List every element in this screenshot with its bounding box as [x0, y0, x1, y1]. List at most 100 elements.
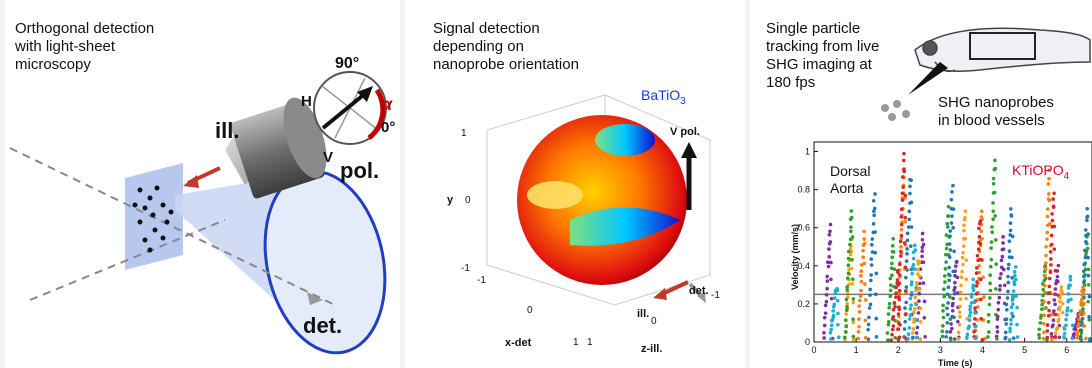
- dorsal-label-line1: Dorsal: [830, 163, 870, 179]
- data-point: [1015, 335, 1020, 339]
- data-point: [921, 242, 926, 247]
- data-point: [949, 197, 954, 202]
- y-axis-label: Velocity (mm/s): [790, 224, 800, 290]
- data-point: [1041, 287, 1045, 292]
- data-point: [975, 253, 980, 258]
- data-point: [900, 198, 905, 202]
- data-point: [835, 298, 840, 303]
- data-point: [962, 228, 966, 233]
- data-point: [873, 192, 877, 196]
- data-point: [958, 297, 963, 301]
- data-point: [1061, 301, 1065, 306]
- data-point: [891, 324, 896, 328]
- data-point: [1060, 290, 1064, 295]
- data-point: [945, 312, 950, 317]
- data-point: [859, 269, 864, 274]
- data-point: [845, 287, 849, 292]
- data-point: [848, 252, 853, 257]
- data-point: [988, 288, 993, 293]
- data-point: [1006, 289, 1010, 294]
- data-point: [849, 266, 854, 271]
- data-point: [835, 288, 840, 292]
- data-point: [909, 290, 914, 295]
- data-point: [1062, 331, 1067, 336]
- alpha-label: α: [381, 94, 393, 114]
- data-point: [1087, 294, 1092, 299]
- data-point: [1013, 273, 1017, 278]
- data-point: [845, 305, 849, 309]
- data-point: [907, 209, 912, 214]
- data-point: [903, 219, 908, 224]
- data-point: [1047, 276, 1052, 281]
- data-point: [890, 273, 894, 278]
- data-point: [898, 323, 902, 327]
- data-point: [871, 222, 876, 226]
- data-point: [873, 230, 877, 234]
- panel-tracking: Single particle tracking from live SHG i…: [750, 0, 1092, 368]
- data-point: [1085, 218, 1089, 223]
- data-point: [946, 204, 951, 209]
- data-point: [831, 313, 836, 318]
- data-point: [912, 320, 916, 324]
- data-point: [990, 225, 994, 229]
- data-point: [1048, 249, 1053, 254]
- data-point: [863, 282, 867, 286]
- data-point: [921, 260, 926, 265]
- data-point: [949, 221, 954, 225]
- ill-label: ill.: [637, 308, 649, 320]
- data-point: [1058, 305, 1062, 309]
- data-point: [851, 317, 855, 322]
- y-tick-m1: -1: [461, 263, 470, 274]
- data-point: [1051, 197, 1055, 201]
- data-point: [914, 318, 919, 322]
- data-point: [887, 302, 892, 306]
- data-point: [979, 209, 984, 214]
- data-point: [891, 307, 896, 312]
- data-point: [851, 300, 856, 305]
- data-point: [850, 281, 855, 286]
- data-point: [904, 300, 909, 305]
- sphere-plot: 1 0 -1 y -1 0 1 x-det 1 0 -1 z-ill. BaTi…: [447, 87, 720, 355]
- ill-label: ill.: [215, 118, 239, 143]
- data-point: [824, 292, 829, 297]
- data-point: [991, 181, 996, 186]
- data-point: [945, 292, 950, 297]
- data-point: [903, 306, 907, 310]
- data-point: [1010, 276, 1015, 280]
- data-point: [1042, 290, 1047, 295]
- data-point: [919, 320, 923, 324]
- data-point: [1049, 257, 1053, 261]
- data-point: [1051, 323, 1055, 327]
- data-point: [1070, 323, 1075, 328]
- data-point: [846, 271, 851, 276]
- data-point: [905, 251, 909, 256]
- data-point: [871, 198, 876, 203]
- data-point: [851, 320, 856, 325]
- data-point: [986, 312, 991, 317]
- data-point: [844, 308, 849, 313]
- data-point: [848, 242, 852, 247]
- data-point: [899, 254, 903, 258]
- data-point: [893, 335, 897, 340]
- data-point: [1039, 313, 1043, 318]
- data-point: [1081, 289, 1086, 294]
- data-point: [902, 151, 906, 156]
- data-point: [996, 307, 1001, 312]
- data-point: [997, 295, 1002, 300]
- data-point: [951, 301, 955, 306]
- data-point: [1086, 255, 1090, 260]
- data-point: [904, 259, 909, 263]
- data-point: [831, 309, 835, 313]
- data-point: [918, 337, 923, 341]
- data-point: [846, 263, 851, 268]
- data-point: [911, 262, 916, 267]
- data-point: [914, 281, 919, 285]
- panel-light-sheet: Orthogonal detection with light-sheet mi…: [5, 0, 400, 368]
- data-point: [1065, 308, 1070, 313]
- data-point: [868, 293, 872, 297]
- data-point: [845, 301, 849, 306]
- data-point: [1066, 286, 1071, 290]
- data-point: [890, 244, 895, 248]
- data-point: [837, 335, 841, 339]
- data-point: [849, 225, 853, 229]
